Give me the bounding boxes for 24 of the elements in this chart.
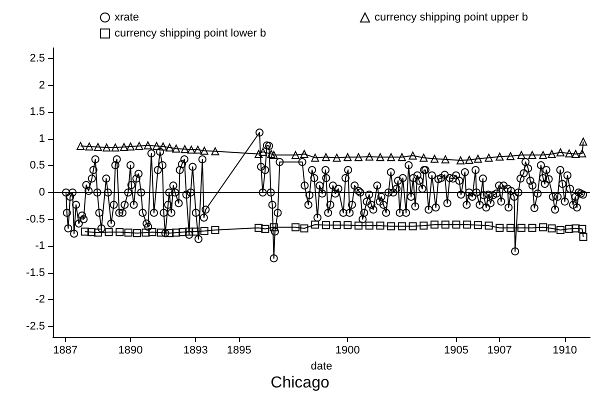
y-tick-label: 1 <box>38 132 45 145</box>
x-tick-label: 1887 <box>53 344 78 356</box>
y-tick-label: -0.5 <box>26 213 45 226</box>
y-tick-label: -2 <box>35 294 45 306</box>
y-tick-label: 1.5 <box>30 106 45 118</box>
text: Chicago <box>270 374 330 392</box>
x-tick-label: 1907 <box>487 344 512 356</box>
x-tick-label: 1893 <box>183 344 208 356</box>
x-tick-label: 1895 <box>226 344 252 356</box>
x-tick-label: 1905 <box>444 344 468 356</box>
y-tick-label: 2.5 <box>30 52 45 65</box>
x-tick-label: 1890 <box>118 344 143 356</box>
y-tick-label: 2 <box>38 79 45 92</box>
y-tick-label: -2.5 <box>26 320 45 332</box>
legend-label: currency shipping point lower b <box>114 28 266 40</box>
legend-label: xrate <box>114 12 139 24</box>
legend-label: currency shipping point upper b <box>374 12 528 24</box>
x-tick-label: 1900 <box>335 344 360 356</box>
y-tick-label: -1.5 <box>26 266 45 279</box>
x-axis-title: date <box>310 360 332 372</box>
x-tick-label: 1910 <box>552 344 578 356</box>
y-tick-label: 0 <box>38 186 45 198</box>
y-tick-label: -1 <box>35 240 45 252</box>
y-tick-label: 0.5 <box>30 160 45 172</box>
